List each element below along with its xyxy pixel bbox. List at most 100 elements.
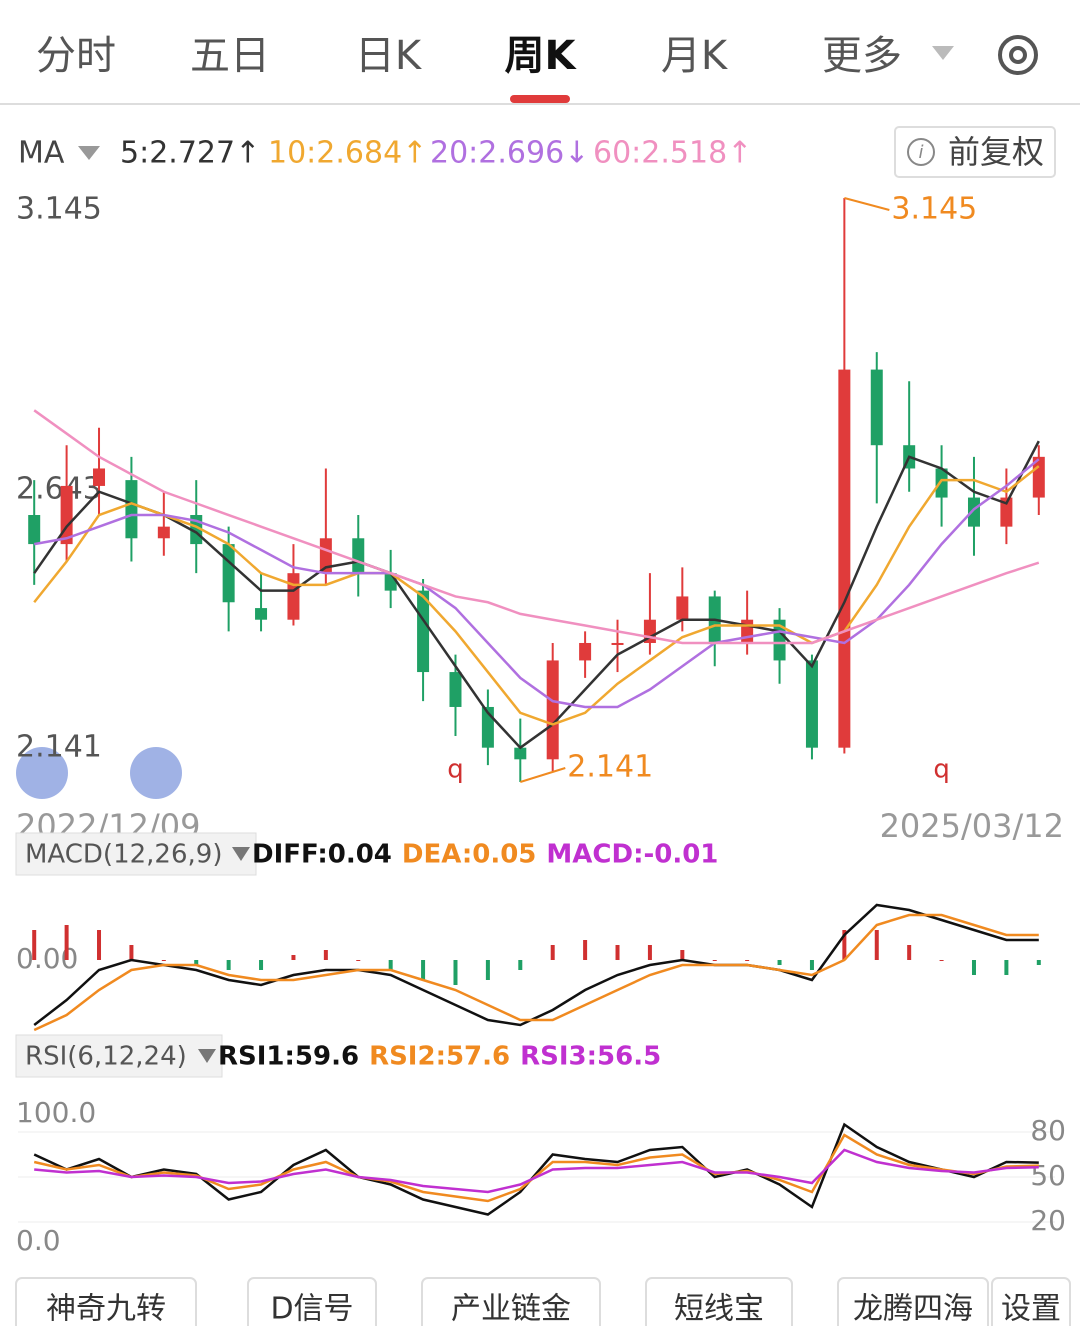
indicator-dropdown (198, 1049, 216, 1063)
macd-bar (161, 960, 166, 961)
tab[interactable]: 周K (505, 33, 578, 79)
indicator-line (34, 1148, 1039, 1194)
candle-body (870, 369, 883, 446)
indicator-line (33, 458, 1040, 709)
candle-body (28, 515, 41, 545)
macd-bar (1004, 960, 1009, 975)
legend-entry: 60:2.518↑ (593, 136, 752, 171)
macd-bar (939, 960, 944, 961)
y2-tick-label: 80 (1030, 1114, 1066, 1147)
indicator-button-label[interactable]: RSI(6,12,24) (25, 1042, 187, 1072)
indicator-line (33, 903, 1039, 1027)
tool-button[interactable] (421, 1277, 601, 1326)
y-tick-label: 100.0 (16, 1096, 96, 1129)
tool-button[interactable] (991, 1277, 1071, 1326)
adjust-button[interactable] (894, 126, 1056, 178)
tab[interactable]: 更多 (822, 33, 902, 79)
legend-entry: DIFF:0.04 (252, 840, 392, 870)
y-tick-label: 2.141 (16, 730, 102, 765)
candle-body (611, 642, 624, 645)
marker: q (933, 755, 950, 785)
legend-entry: RSI1:59.6 (218, 1042, 359, 1072)
candle-body (449, 672, 462, 707)
adjust-label[interactable]: 前复权 (948, 133, 1044, 171)
candle-body (935, 468, 948, 498)
expand-button[interactable] (16, 747, 68, 799)
tool-button-label[interactable]: 设置 (1001, 1292, 1061, 1326)
legend-entry: 5:2.727↑ (120, 136, 260, 171)
macd-bar (64, 925, 69, 960)
annotation: 3.145 (891, 192, 977, 227)
candle-body (1000, 497, 1013, 527)
candle-body (838, 369, 851, 748)
indicator-line (33, 440, 1040, 750)
candle-body (546, 660, 559, 760)
tool-button-label[interactable]: D信号 (270, 1292, 353, 1326)
ma-dropdown[interactable] (78, 146, 100, 160)
annotation: 2.141 (567, 750, 653, 785)
macd-bar (712, 960, 717, 961)
tool-button[interactable] (837, 1277, 989, 1326)
tab[interactable]: 日K (355, 33, 423, 79)
macd-bar (259, 960, 264, 970)
indicator-button[interactable] (15, 1034, 223, 1078)
candle-body (417, 590, 430, 673)
macd-bar (971, 960, 976, 975)
macd-bar (907, 945, 912, 960)
tool-button-label[interactable]: 产业链金 (451, 1292, 571, 1326)
info-icon (907, 138, 935, 166)
macd-bar (291, 955, 296, 960)
tab[interactable]: 五日 (190, 33, 270, 79)
legend-entry: DEA:0.05 (402, 840, 537, 870)
macd-bar (777, 960, 782, 965)
tool-button[interactable] (247, 1277, 377, 1326)
indicator-button[interactable] (15, 832, 257, 876)
candle-body (676, 596, 689, 620)
fullscreen-button[interactable] (130, 747, 182, 799)
tool-button-label[interactable]: 龙腾四海 (853, 1292, 973, 1326)
candle-body (60, 485, 73, 545)
tool-button[interactable] (15, 1277, 197, 1326)
macd-bar (485, 960, 490, 980)
legend-entry: 20:2.696↓ (430, 136, 589, 171)
settings-icon[interactable] (998, 35, 1038, 75)
macd-bar (129, 945, 134, 960)
y-tick-label: 2.643 (16, 472, 102, 507)
legend-entry: RSI2:57.6 (369, 1042, 510, 1072)
candle-body (741, 619, 754, 643)
indicator-dropdown (232, 847, 250, 861)
macd-bar (874, 930, 879, 960)
macd-bar (842, 930, 847, 960)
tab[interactable]: 分时 (36, 33, 116, 79)
y2-tick-label: 50 (1030, 1159, 1066, 1192)
indicator-line (33, 465, 1040, 726)
tool-button[interactable] (645, 1277, 793, 1326)
annotation-line (844, 197, 890, 211)
tab[interactable]: 月K (661, 33, 729, 79)
indicator-button-label[interactable]: MACD(12,26,9) (25, 840, 222, 870)
macd-bar (194, 960, 199, 965)
indicator-name[interactable]: MA (18, 136, 65, 171)
candle-body (125, 480, 138, 539)
x-label: 2025/03/12 (880, 807, 1064, 845)
tool-button-label[interactable]: 短线宝 (674, 1292, 764, 1326)
macd-bar (97, 930, 102, 960)
macd-bar (809, 960, 814, 970)
candle-body (352, 538, 365, 574)
candle-body (579, 642, 592, 661)
y2-tick-label: 20 (1030, 1204, 1066, 1237)
macd-bar (453, 960, 458, 985)
y-tick-label: 0.0 (16, 1224, 61, 1257)
tool-button-label[interactable]: 神奇九转 (46, 1292, 166, 1326)
candle-body (514, 747, 527, 760)
macd-bar (226, 960, 231, 970)
macd-bar (745, 960, 750, 961)
candle-body (157, 526, 170, 539)
macd-bar (518, 960, 523, 970)
macd-bar (550, 945, 555, 960)
y-tick-label: 0.00 (16, 942, 78, 975)
candle-body (805, 660, 818, 748)
macd-bar (421, 960, 426, 980)
